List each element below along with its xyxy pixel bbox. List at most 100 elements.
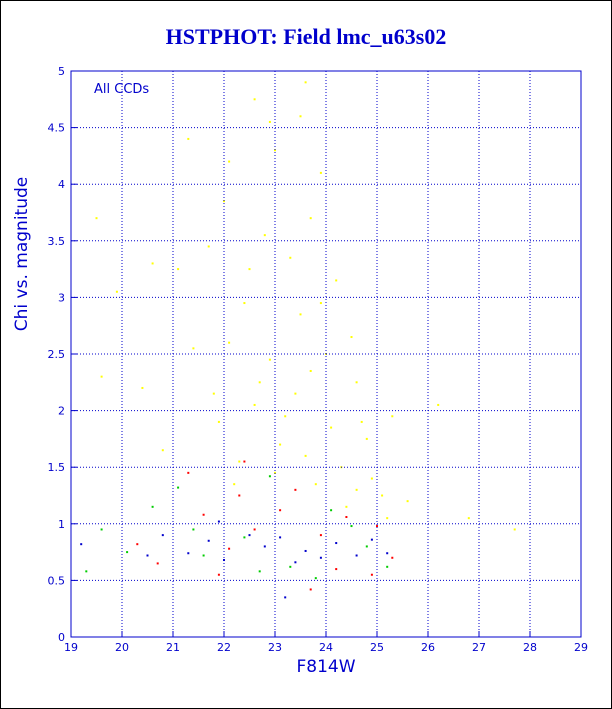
x-tick-label: 21: [166, 641, 180, 654]
data-point: [350, 336, 353, 339]
data-point: [330, 509, 333, 512]
data-point: [192, 528, 195, 531]
data-points-layer: [80, 81, 516, 599]
data-point: [187, 137, 190, 140]
data-point: [370, 477, 373, 480]
data-point: [319, 556, 322, 559]
data-point: [228, 547, 231, 550]
y-tick-label: 5: [58, 65, 65, 78]
data-point: [437, 403, 440, 406]
data-point: [360, 420, 363, 423]
data-point: [233, 483, 236, 486]
data-point: [228, 341, 231, 344]
data-point: [304, 81, 307, 84]
data-point: [146, 554, 149, 557]
data-point: [294, 488, 297, 491]
data-point: [370, 573, 373, 576]
data-point: [223, 200, 225, 203]
data-point: [243, 460, 246, 463]
y-tick-label: 4: [58, 178, 65, 191]
data-point: [268, 120, 271, 123]
x-tick-label: 23: [268, 641, 282, 654]
y-tick-label: 0.5: [48, 574, 66, 587]
data-point: [279, 509, 282, 512]
data-point: [258, 381, 261, 384]
data-point: [212, 392, 215, 395]
data-point: [386, 517, 389, 520]
data-point: [192, 347, 195, 350]
data-point: [207, 539, 210, 542]
data-point: [238, 494, 241, 497]
x-tick-label: 29: [574, 641, 588, 654]
data-point: [365, 437, 368, 440]
data-point: [299, 313, 302, 316]
y-tick-label: 3.5: [48, 235, 66, 248]
y-tick-label: 2: [58, 405, 65, 418]
data-point: [80, 543, 83, 546]
data-point: [355, 554, 358, 557]
data-point: [294, 561, 297, 564]
x-axis-title: F814W: [296, 657, 355, 677]
data-point: [406, 500, 409, 503]
x-tick-label: 19: [64, 641, 78, 654]
data-point: [279, 443, 282, 446]
data-point: [263, 545, 266, 548]
data-point: [289, 256, 292, 259]
y-tick-label: 0: [58, 631, 65, 644]
y-tick-label: 1: [58, 518, 65, 531]
data-point: [217, 420, 220, 423]
data-point: [202, 513, 205, 516]
data-point: [376, 525, 378, 528]
data-point: [314, 577, 317, 580]
y-tick-label: 2.5: [48, 348, 66, 361]
data-point: [151, 262, 154, 265]
chart-title: HSTPHOT: Field lmc_u63s02: [165, 24, 447, 49]
data-point: [248, 534, 251, 537]
data-point: [345, 505, 348, 508]
data-point: [268, 475, 271, 478]
data-point: [100, 528, 103, 531]
data-point: [217, 573, 220, 576]
data-point: [309, 369, 312, 372]
data-point: [319, 302, 322, 305]
y-tick-label: 4.5: [48, 122, 66, 135]
data-point: [253, 98, 256, 101]
data-point: [202, 554, 205, 557]
data-point: [253, 528, 256, 531]
data-point: [294, 392, 297, 395]
y-tick-label: 3: [58, 291, 65, 304]
data-point: [136, 543, 139, 546]
data-point: [381, 494, 384, 497]
x-tick-label: 27: [472, 641, 486, 654]
data-point: [100, 375, 103, 378]
data-point: [309, 588, 312, 591]
tick-labels-layer: 19 20 21 22 23 24 25 26 27 28 29 0 0.5 1 1.5 2 2.5 3 3.5 4 4…: [48, 65, 589, 654]
data-point: [350, 525, 353, 528]
data-point: [279, 536, 282, 539]
data-point: [391, 556, 394, 559]
data-point: [85, 570, 88, 573]
data-point: [217, 520, 220, 523]
x-tick-label: 25: [370, 641, 384, 654]
data-point: [263, 234, 266, 237]
data-point: [365, 545, 368, 548]
data-point: [187, 552, 190, 555]
data-point: [126, 551, 129, 554]
data-point: [284, 415, 287, 418]
data-point: [161, 534, 164, 537]
data-point: [177, 486, 180, 489]
grid-layer: [71, 71, 581, 637]
data-point: [330, 426, 333, 429]
x-tick-label: 26: [421, 641, 435, 654]
data-point: [289, 565, 292, 568]
data-point: [335, 568, 338, 571]
x-tick-label: 24: [319, 641, 333, 654]
y-tick-label: 1.5: [48, 461, 66, 474]
data-point: [386, 552, 389, 555]
x-tick-label: 20: [115, 641, 129, 654]
data-point: [207, 245, 210, 248]
data-point: [304, 454, 307, 457]
data-point: [386, 565, 389, 568]
data-point: [284, 596, 287, 599]
